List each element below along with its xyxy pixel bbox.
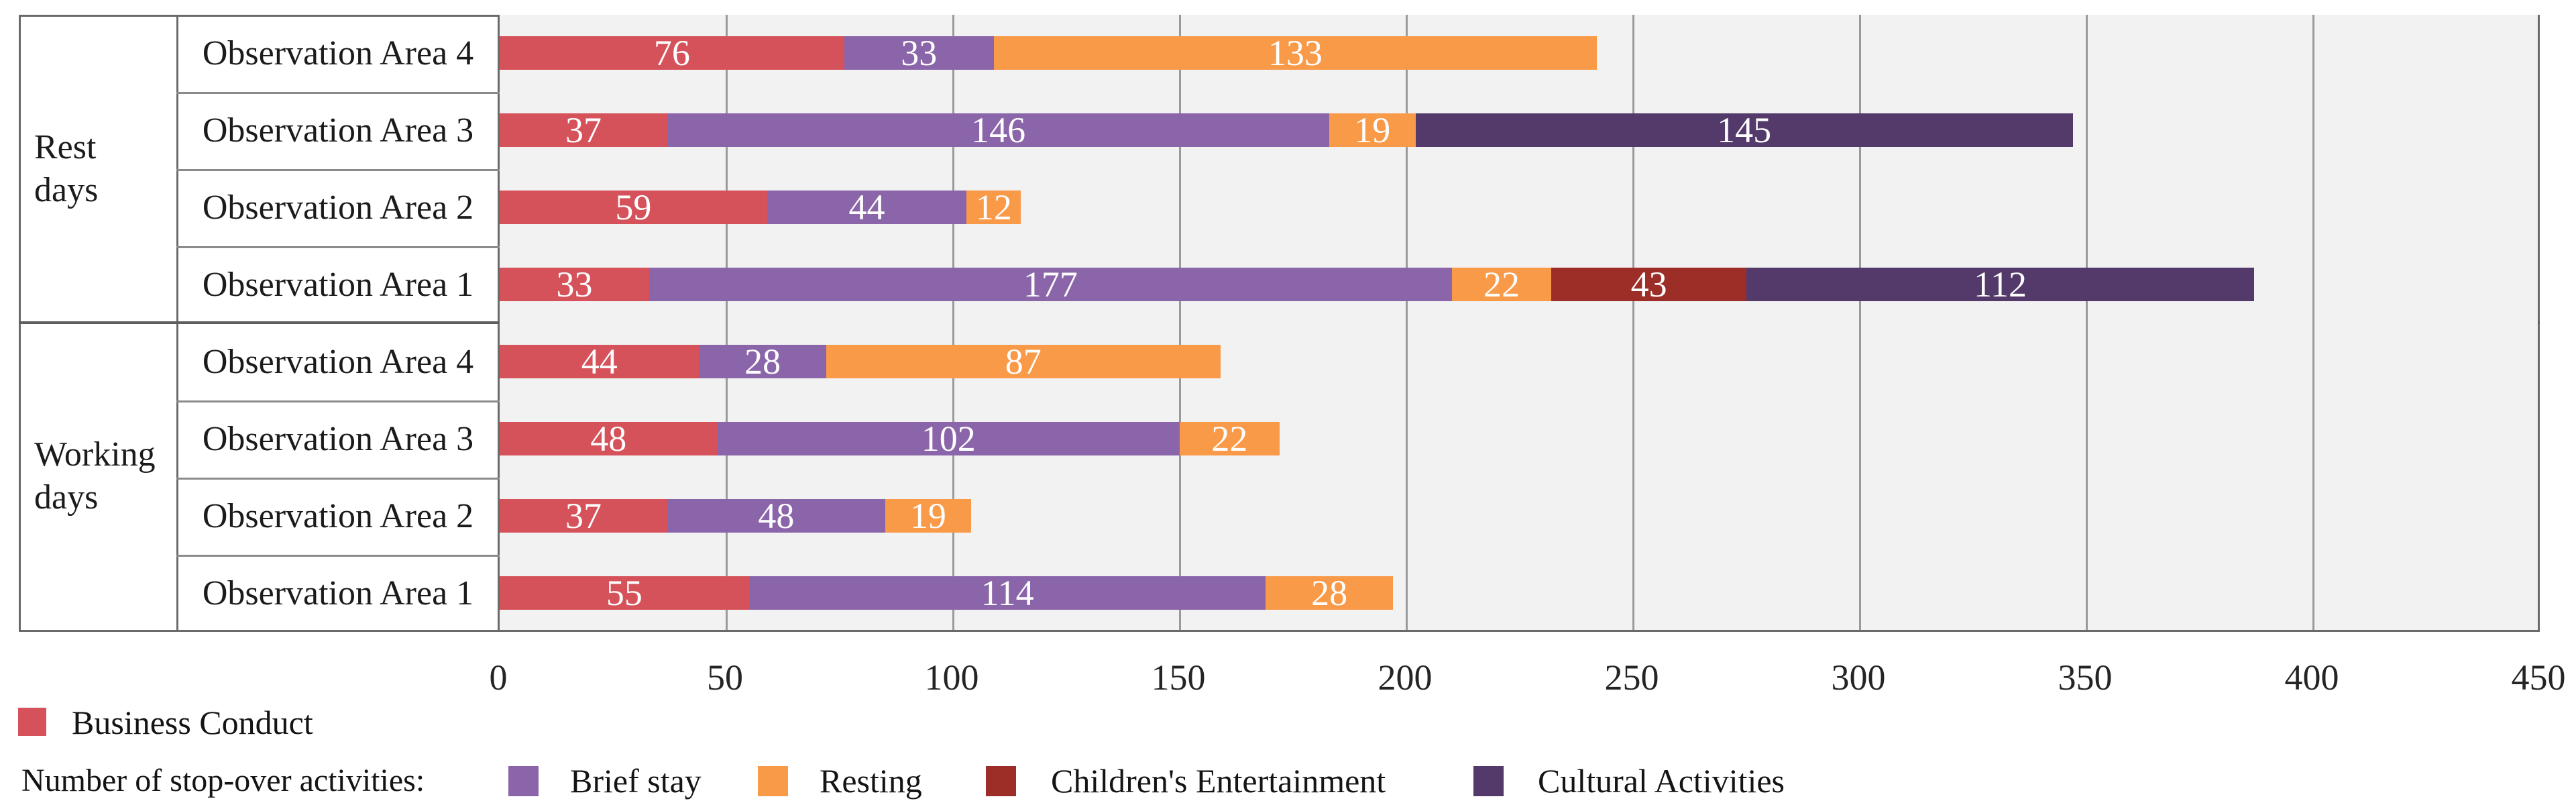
bar-value-label: 28 bbox=[744, 341, 781, 382]
gridline bbox=[2085, 15, 2088, 630]
gridline bbox=[1632, 15, 1634, 630]
gridline bbox=[1178, 15, 1181, 630]
bar-segment: 146 bbox=[667, 110, 1330, 150]
legend-swatch-cultural-activities bbox=[1473, 766, 1504, 796]
gridline bbox=[725, 15, 728, 630]
bar-segment: 114 bbox=[748, 573, 1266, 613]
legend-label-business-conduct: Business Conduct bbox=[72, 704, 313, 741]
bar-segment: 59 bbox=[500, 187, 767, 227]
bar-segment: 22 bbox=[1451, 264, 1552, 305]
legend-label-resting: Resting bbox=[820, 762, 922, 800]
bar-segment: 37 bbox=[500, 110, 668, 150]
bar-value-label: 59 bbox=[615, 187, 652, 227]
bar-value-label: 43 bbox=[1630, 264, 1667, 305]
bar-value-label: 76 bbox=[653, 33, 690, 73]
row-label: Observation Area 4 bbox=[202, 343, 474, 381]
bar-value-label: 44 bbox=[581, 341, 618, 382]
plot-bottom-border bbox=[19, 630, 2540, 632]
bar-value-label: 102 bbox=[921, 419, 976, 459]
bar-segment: 33 bbox=[844, 33, 994, 73]
bar-segment: 177 bbox=[649, 264, 1452, 305]
legend-title: Number of stop-over activities: bbox=[21, 763, 425, 798]
bar-value-label: 48 bbox=[590, 419, 627, 459]
bar-value-label: 48 bbox=[758, 496, 795, 536]
bar-segment: 87 bbox=[826, 341, 1221, 382]
bar-segment: 37 bbox=[500, 496, 668, 536]
group-label-working-days: Working days bbox=[34, 435, 156, 517]
legend-label-childrens-entertainment: Children's Entertainment bbox=[1051, 762, 1386, 800]
x-axis-tick-label: 0 bbox=[489, 657, 508, 698]
bar-value-label: 146 bbox=[971, 110, 1026, 150]
gridline bbox=[1405, 15, 1408, 630]
bar-value-label: 19 bbox=[909, 496, 946, 536]
x-axis-tick-label: 100 bbox=[924, 657, 979, 698]
x-axis-tick-label: 200 bbox=[1378, 657, 1433, 698]
bar-segment: 112 bbox=[1746, 264, 2255, 305]
row-label: Observation Area 3 bbox=[202, 420, 474, 458]
row-label: Observation Area 2 bbox=[202, 188, 474, 227]
x-axis-tick-label: 350 bbox=[2058, 657, 2113, 698]
bar-segment: 33 bbox=[500, 264, 650, 305]
x-axis-tick-label: 250 bbox=[1604, 657, 1659, 698]
x-axis-tick-label: 400 bbox=[2284, 657, 2339, 698]
row-label: Observation Area 4 bbox=[202, 34, 474, 72]
bar-segment: 76 bbox=[500, 33, 844, 73]
bar-segment: 133 bbox=[993, 33, 1597, 73]
x-axis: 0 50 100 150 200 250 300 350 400 450 bbox=[490, 657, 2566, 699]
bar-segment: 12 bbox=[966, 187, 1021, 227]
bar-value-label: 22 bbox=[1483, 264, 1520, 305]
plot-area: 76 33 133 37 146 19 145 59 44 12 33 177 22 43 112 44 28 8… bbox=[500, 15, 2538, 630]
bar-value-label: 33 bbox=[901, 33, 938, 73]
bar-segment: 102 bbox=[717, 419, 1180, 459]
bar-segment: 19 bbox=[885, 496, 972, 536]
bar-segment: 19 bbox=[1329, 110, 1416, 150]
bar-value-label: 44 bbox=[848, 187, 885, 227]
bar-value-label: 133 bbox=[1268, 33, 1323, 73]
gridline bbox=[1858, 15, 1861, 630]
legend-label-cultural-activities: Cultural Activities bbox=[1538, 762, 1785, 800]
bar-segment: 48 bbox=[667, 496, 885, 536]
bar-segment: 44 bbox=[500, 341, 699, 382]
bar-value-label: 145 bbox=[1717, 110, 1772, 150]
group-label-rest-days: Rest days bbox=[34, 128, 99, 209]
bar-value-label: 112 bbox=[1974, 264, 2027, 305]
x-axis-tick-label: 450 bbox=[2511, 657, 2566, 698]
row-label: Observation Area 1 bbox=[202, 574, 474, 612]
legend-swatch-childrens-entertainment bbox=[986, 766, 1016, 796]
bar-value-label: 114 bbox=[981, 573, 1034, 613]
x-axis-tick-label: 150 bbox=[1151, 657, 1206, 698]
gridline bbox=[2312, 15, 2314, 630]
bar-value-label: 22 bbox=[1211, 419, 1248, 459]
x-axis-tick-label: 50 bbox=[707, 657, 743, 698]
bar-value-label: 33 bbox=[556, 264, 593, 305]
legend-swatch-resting bbox=[758, 766, 788, 796]
bar-value-label: 12 bbox=[975, 187, 1012, 227]
gridline bbox=[952, 15, 954, 630]
bar-segment: 145 bbox=[1415, 110, 2073, 150]
bar-value-label: 177 bbox=[1023, 264, 1078, 305]
legend-swatch-brief-stay bbox=[508, 766, 539, 796]
bar-segment: 44 bbox=[767, 187, 967, 227]
legend-swatch-business-conduct bbox=[18, 708, 46, 736]
bar-value-label: 37 bbox=[565, 496, 602, 536]
bar-value-label: 28 bbox=[1311, 573, 1348, 613]
bar-value-label: 19 bbox=[1354, 110, 1391, 150]
row-label: Observation Area 3 bbox=[202, 111, 474, 150]
bar-segment: 55 bbox=[500, 573, 749, 613]
bar-value-label: 55 bbox=[606, 573, 642, 613]
x-axis-tick-label: 300 bbox=[1831, 657, 1886, 698]
bar-segment: 48 bbox=[500, 419, 718, 459]
bar-segment: 43 bbox=[1551, 264, 1746, 305]
bar-value-label: 37 bbox=[565, 110, 602, 150]
bar-segment: 28 bbox=[699, 341, 826, 382]
bar-segment: 28 bbox=[1266, 573, 1393, 613]
bar-value-label: 87 bbox=[1005, 341, 1042, 382]
legend-label-brief-stay: Brief stay bbox=[570, 762, 702, 800]
bar-segment: 22 bbox=[1180, 419, 1280, 459]
row-label: Observation Area 1 bbox=[202, 266, 474, 304]
row-label: Observation Area 2 bbox=[202, 497, 474, 535]
